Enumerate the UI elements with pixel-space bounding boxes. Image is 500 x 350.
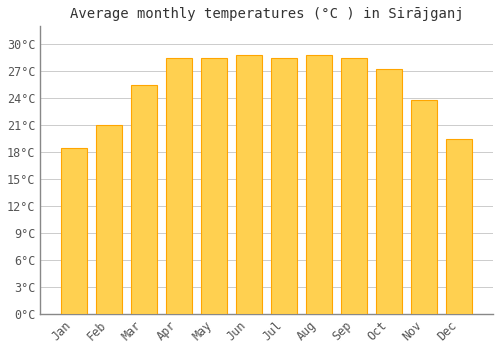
- Bar: [131, 85, 157, 314]
- Bar: [306, 55, 332, 314]
- Bar: [376, 69, 402, 314]
- Bar: [166, 58, 192, 314]
- Bar: [411, 100, 438, 314]
- Bar: [271, 58, 297, 314]
- Bar: [61, 148, 87, 314]
- Bar: [446, 139, 472, 314]
- Bar: [341, 58, 367, 314]
- Bar: [201, 58, 228, 314]
- Bar: [236, 55, 262, 314]
- Title: Average monthly temperatures (°C ) in Sirājganj: Average monthly temperatures (°C ) in Si…: [70, 7, 464, 21]
- Bar: [96, 125, 122, 314]
